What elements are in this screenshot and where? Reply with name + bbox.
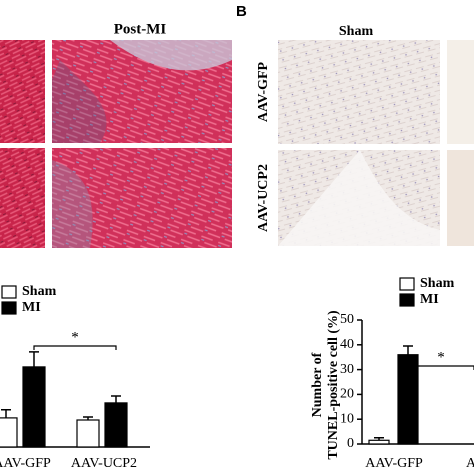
legend-swatch — [1, 301, 17, 315]
x-tick-label: A — [466, 456, 474, 471]
error-bar — [111, 395, 121, 403]
legend-swatch — [399, 293, 415, 307]
legend-label: MI — [22, 300, 41, 315]
x-tick-label: AAV-GFP — [365, 456, 423, 471]
bar — [76, 419, 100, 448]
bar — [104, 402, 128, 448]
x-tick-label: AAV-GFP — [0, 456, 51, 471]
bar — [368, 439, 390, 445]
legend-swatch — [1, 285, 17, 299]
error-bar — [403, 345, 413, 355]
bar — [22, 366, 46, 448]
tissue-region — [278, 150, 440, 246]
legend-label: MI — [420, 292, 439, 307]
significance-mark: * — [71, 329, 79, 345]
y-tick-label: 40 — [340, 337, 354, 352]
significance-mark: * — [437, 349, 445, 365]
panel-title: Post-MI — [114, 21, 167, 37]
y-tick-label: 50 — [340, 312, 354, 327]
y-axis-label: Number of — [310, 352, 325, 417]
tissue-region — [52, 60, 107, 143]
tissue-region — [110, 40, 232, 71]
row-label: AAV-GFP — [256, 61, 271, 122]
tunel-image — [447, 40, 474, 144]
tunel-image — [278, 40, 440, 144]
panel-title: Sham — [339, 24, 374, 39]
tunel-image — [447, 150, 474, 246]
error-bar — [374, 437, 384, 441]
histology-image — [0, 40, 45, 143]
histology-image — [0, 148, 45, 248]
panel-letter: B — [236, 3, 247, 20]
y-axis-label: TUNEL-positive cell (%) — [326, 310, 341, 460]
legend-label: Sham — [420, 276, 455, 291]
row-label: AAV-UCP2 — [256, 164, 271, 232]
y-tick-label: 0 — [347, 436, 354, 451]
error-bar — [29, 351, 39, 367]
y-tick-label: 30 — [340, 362, 354, 377]
tissue-region — [52, 160, 93, 248]
error-bar — [1, 409, 11, 418]
histology-image — [52, 148, 232, 248]
legend-label: Sham — [22, 284, 57, 299]
y-tick-label: 20 — [340, 387, 354, 402]
y-tick-label: 10 — [340, 411, 354, 426]
x-tick-label: AAV-UCP2 — [71, 456, 137, 471]
legend-swatch — [399, 277, 415, 291]
significance-bracket — [407, 365, 474, 370]
significance-bracket — [33, 345, 117, 350]
bar — [0, 417, 18, 448]
error-bar — [83, 416, 93, 420]
